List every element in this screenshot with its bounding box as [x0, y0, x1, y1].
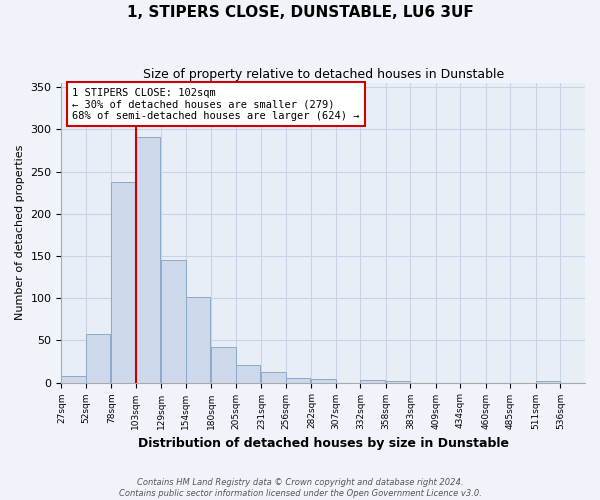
- Bar: [161, 260, 186, 382]
- Bar: [536, 381, 560, 382]
- Bar: [86, 334, 110, 382]
- Bar: [186, 298, 211, 382]
- Bar: [112, 182, 136, 382]
- Bar: [136, 137, 160, 382]
- Title: Size of property relative to detached houses in Dunstable: Size of property relative to detached ho…: [143, 68, 504, 80]
- Bar: [262, 372, 286, 382]
- Bar: [61, 376, 86, 382]
- Text: Contains HM Land Registry data © Crown copyright and database right 2024.
Contai: Contains HM Land Registry data © Crown c…: [119, 478, 481, 498]
- Bar: [211, 347, 236, 382]
- Y-axis label: Number of detached properties: Number of detached properties: [15, 145, 25, 320]
- Bar: [286, 378, 310, 382]
- X-axis label: Distribution of detached houses by size in Dunstable: Distribution of detached houses by size …: [138, 437, 509, 450]
- Bar: [311, 379, 336, 382]
- Text: 1 STIPERS CLOSE: 102sqm
← 30% of detached houses are smaller (279)
68% of semi-d: 1 STIPERS CLOSE: 102sqm ← 30% of detache…: [72, 88, 359, 120]
- Text: 1, STIPERS CLOSE, DUNSTABLE, LU6 3UF: 1, STIPERS CLOSE, DUNSTABLE, LU6 3UF: [127, 5, 473, 20]
- Bar: [236, 365, 260, 382]
- Bar: [386, 381, 410, 382]
- Bar: [361, 380, 385, 382]
